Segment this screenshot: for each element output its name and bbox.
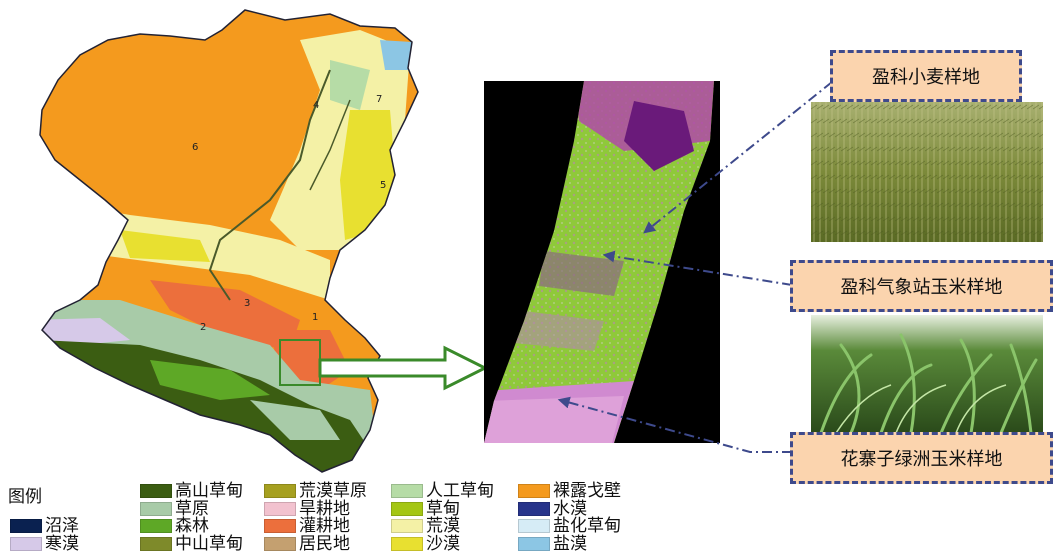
legend-item: 荒漠草原 xyxy=(264,482,367,500)
legend-label: 中山草甸 xyxy=(175,534,243,554)
legend-item: 盐化草甸 xyxy=(518,517,621,535)
legend-item: 寒漠 xyxy=(10,535,79,553)
map-region-artificial-meadow xyxy=(330,60,370,110)
legend-label: 荒漠草原 xyxy=(299,481,367,501)
callout-oasis-corn-plot: 花寨子绿洲玉米样地 xyxy=(790,432,1053,484)
legend-item: 草原 xyxy=(140,500,209,518)
legend-swatch xyxy=(391,484,423,498)
legend-label: 荒漠 xyxy=(426,516,460,536)
legend-item: 水漠 xyxy=(518,500,587,518)
legend-label: 居民地 xyxy=(299,534,350,554)
legend-label: 人工草甸 xyxy=(426,481,494,501)
legend-title: 图例 xyxy=(8,487,42,507)
wheat-photo xyxy=(811,102,1043,242)
map-region-alpine-meadow xyxy=(40,340,370,472)
legend-label: 寒漠 xyxy=(45,534,79,554)
map-region-sand xyxy=(340,110,395,240)
map-label-4: 4 xyxy=(313,100,319,111)
map-label-5: 5 xyxy=(380,180,386,191)
legend-label: 森林 xyxy=(175,516,209,536)
callout-wheat-plot: 盈科小麦样地 xyxy=(830,50,1022,102)
legend-swatch xyxy=(518,502,550,516)
legend-item: 居民地 xyxy=(264,535,350,553)
legend-label: 盐漠 xyxy=(553,534,587,554)
river-line-2 xyxy=(309,99,351,191)
legend-swatch xyxy=(391,537,423,551)
legend-label: 灌耕地 xyxy=(299,516,350,536)
legend-item: 沼泽 xyxy=(10,517,79,535)
river-line xyxy=(208,69,331,301)
callout-label: 花寨子绿洲玉米样地 xyxy=(840,449,1003,470)
legend-swatch xyxy=(264,502,296,516)
map-label-3: 3 xyxy=(244,298,250,309)
legend-label: 水漠 xyxy=(553,499,587,519)
callout-label: 盈科气象站玉米样地 xyxy=(840,277,1003,298)
legend-label: 盐化草甸 xyxy=(553,516,621,536)
legend-label: 草甸 xyxy=(426,499,460,519)
legend-item: 草甸 xyxy=(391,500,460,518)
legend-swatch xyxy=(518,537,550,551)
legend-item: 荒漠 xyxy=(391,517,460,535)
legend-swatch xyxy=(264,484,296,498)
legend-swatch xyxy=(140,484,172,498)
legend-swatch xyxy=(391,519,423,533)
map-region-steppe-2 xyxy=(250,400,340,440)
legend-swatch xyxy=(10,519,42,533)
legend-label: 旱耕地 xyxy=(299,499,350,519)
legend-swatch xyxy=(140,502,172,516)
legend-item: 高山草甸 xyxy=(140,482,243,500)
legend-swatch xyxy=(518,484,550,498)
legend-swatch xyxy=(10,537,42,551)
legend-label: 沙漠 xyxy=(426,534,460,554)
map-label-1: 1 xyxy=(312,312,318,323)
map-region-sand-mid xyxy=(120,230,210,262)
legend-label: 草原 xyxy=(175,499,209,519)
map-label-2: 2 xyxy=(200,322,206,333)
map-region-cold-desert xyxy=(40,318,130,345)
legend-item: 盐漠 xyxy=(518,535,587,553)
legend-item: 旱耕地 xyxy=(264,500,350,518)
legend-item: 森林 xyxy=(140,517,209,535)
legend-swatch xyxy=(140,537,172,551)
legend-label: 高山草甸 xyxy=(175,481,243,501)
legend-item: 沙漠 xyxy=(391,535,460,553)
callout-label: 盈科小麦样地 xyxy=(872,67,980,88)
callout-meteo-corn-plot: 盈科气象站玉米样地 xyxy=(790,260,1053,312)
legend-item: 人工草甸 xyxy=(391,482,494,500)
legend-item: 中山草甸 xyxy=(140,535,243,553)
map-region-irrigated xyxy=(150,280,300,350)
land-cover-map: 1 2 3 4 5 6 7 xyxy=(39,9,419,473)
legend-swatch xyxy=(518,519,550,533)
map-boundary xyxy=(39,9,419,473)
legend-swatch xyxy=(264,519,296,533)
legend-swatch xyxy=(391,502,423,516)
map-region-forest xyxy=(150,360,270,400)
legend-swatch xyxy=(140,519,172,533)
corn-photo xyxy=(811,315,1043,433)
legend-swatch xyxy=(264,537,296,551)
legend-item: 灌耕地 xyxy=(264,517,350,535)
map-label-7: 7 xyxy=(376,94,382,105)
legend-label: 裸露戈壁 xyxy=(553,481,621,501)
satellite-image xyxy=(484,81,720,443)
zoom-arrow xyxy=(318,345,489,391)
map-label-6: 6 xyxy=(192,142,198,153)
legend-item: 裸露戈壁 xyxy=(518,482,621,500)
legend-label: 沼泽 xyxy=(45,516,79,536)
map-region-salt xyxy=(380,40,412,70)
